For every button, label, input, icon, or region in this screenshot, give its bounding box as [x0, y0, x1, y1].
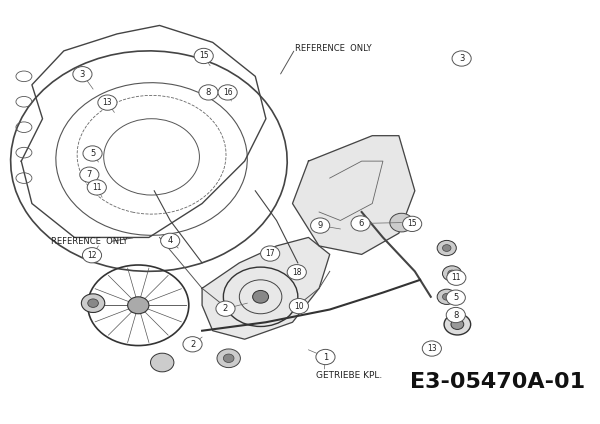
Circle shape	[442, 293, 451, 300]
Circle shape	[73, 67, 92, 82]
Circle shape	[442, 245, 451, 251]
Circle shape	[88, 299, 98, 307]
Text: 4: 4	[167, 236, 173, 245]
Text: 11: 11	[452, 273, 461, 282]
Text: 13: 13	[427, 344, 437, 353]
Circle shape	[403, 216, 422, 232]
Circle shape	[444, 314, 470, 335]
Circle shape	[451, 319, 464, 329]
Circle shape	[260, 246, 280, 261]
Text: 17: 17	[265, 249, 275, 258]
Text: 10: 10	[294, 301, 304, 311]
Circle shape	[452, 51, 471, 66]
Text: 12: 12	[87, 251, 97, 260]
Circle shape	[390, 213, 413, 232]
Text: 16: 16	[223, 88, 232, 97]
Circle shape	[82, 294, 105, 312]
Circle shape	[82, 248, 101, 263]
Circle shape	[351, 216, 370, 231]
Circle shape	[194, 48, 213, 64]
Text: 9: 9	[317, 221, 323, 230]
Circle shape	[199, 85, 218, 100]
Circle shape	[442, 266, 461, 281]
Text: 15: 15	[407, 219, 417, 229]
Text: 6: 6	[358, 219, 363, 228]
Circle shape	[437, 240, 457, 256]
Circle shape	[183, 337, 202, 352]
Text: 7: 7	[86, 170, 92, 179]
Text: 8: 8	[206, 88, 211, 97]
Polygon shape	[293, 136, 415, 254]
Circle shape	[217, 349, 241, 368]
Circle shape	[216, 301, 235, 316]
Circle shape	[98, 95, 117, 110]
Text: 5: 5	[90, 149, 95, 158]
Circle shape	[223, 354, 234, 363]
Circle shape	[446, 290, 466, 305]
Text: 3: 3	[459, 54, 464, 63]
Circle shape	[316, 349, 335, 365]
Text: 2: 2	[190, 340, 195, 349]
Circle shape	[161, 233, 180, 248]
Circle shape	[422, 341, 442, 356]
Circle shape	[87, 180, 106, 195]
Circle shape	[253, 290, 269, 303]
Circle shape	[289, 298, 308, 314]
Circle shape	[287, 265, 307, 280]
Text: 1: 1	[323, 352, 328, 362]
Circle shape	[311, 218, 330, 233]
Circle shape	[446, 307, 466, 323]
Circle shape	[83, 146, 102, 161]
Text: 8: 8	[453, 310, 458, 320]
Text: GETRIEBE KPL.: GETRIEBE KPL.	[316, 371, 383, 380]
Circle shape	[151, 353, 174, 372]
Circle shape	[437, 289, 457, 304]
Circle shape	[128, 297, 149, 314]
Text: 15: 15	[199, 51, 209, 61]
Text: 13: 13	[103, 98, 112, 107]
Text: 11: 11	[92, 183, 101, 192]
Text: 3: 3	[80, 70, 85, 79]
Text: REFERENCE  ONLY: REFERENCE ONLY	[295, 44, 372, 53]
Text: E3-05470A-01: E3-05470A-01	[410, 371, 584, 392]
Text: 5: 5	[453, 293, 458, 302]
Circle shape	[447, 270, 466, 285]
Text: 2: 2	[223, 304, 228, 313]
Circle shape	[448, 270, 457, 277]
Circle shape	[218, 85, 237, 100]
Text: 18: 18	[292, 268, 302, 277]
Circle shape	[80, 167, 99, 182]
Text: REFERENCE  ONLY: REFERENCE ONLY	[50, 237, 127, 246]
Polygon shape	[202, 237, 330, 339]
